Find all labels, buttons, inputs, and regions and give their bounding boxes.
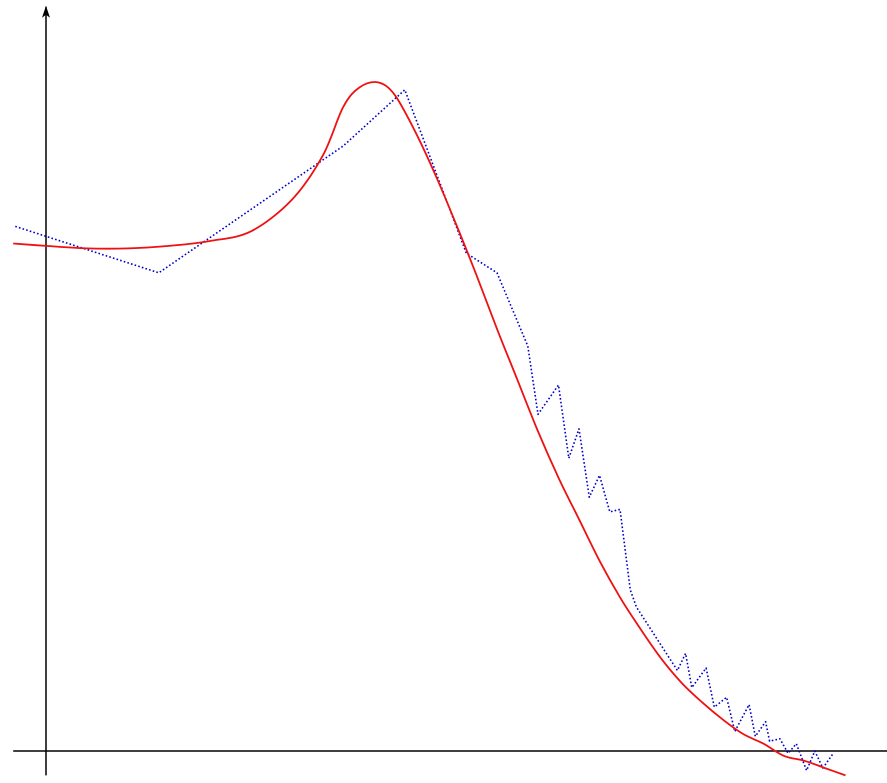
series-line-smooth (13, 81, 846, 777)
series-layer (13, 81, 846, 777)
series-line-dotted (15, 89, 834, 772)
